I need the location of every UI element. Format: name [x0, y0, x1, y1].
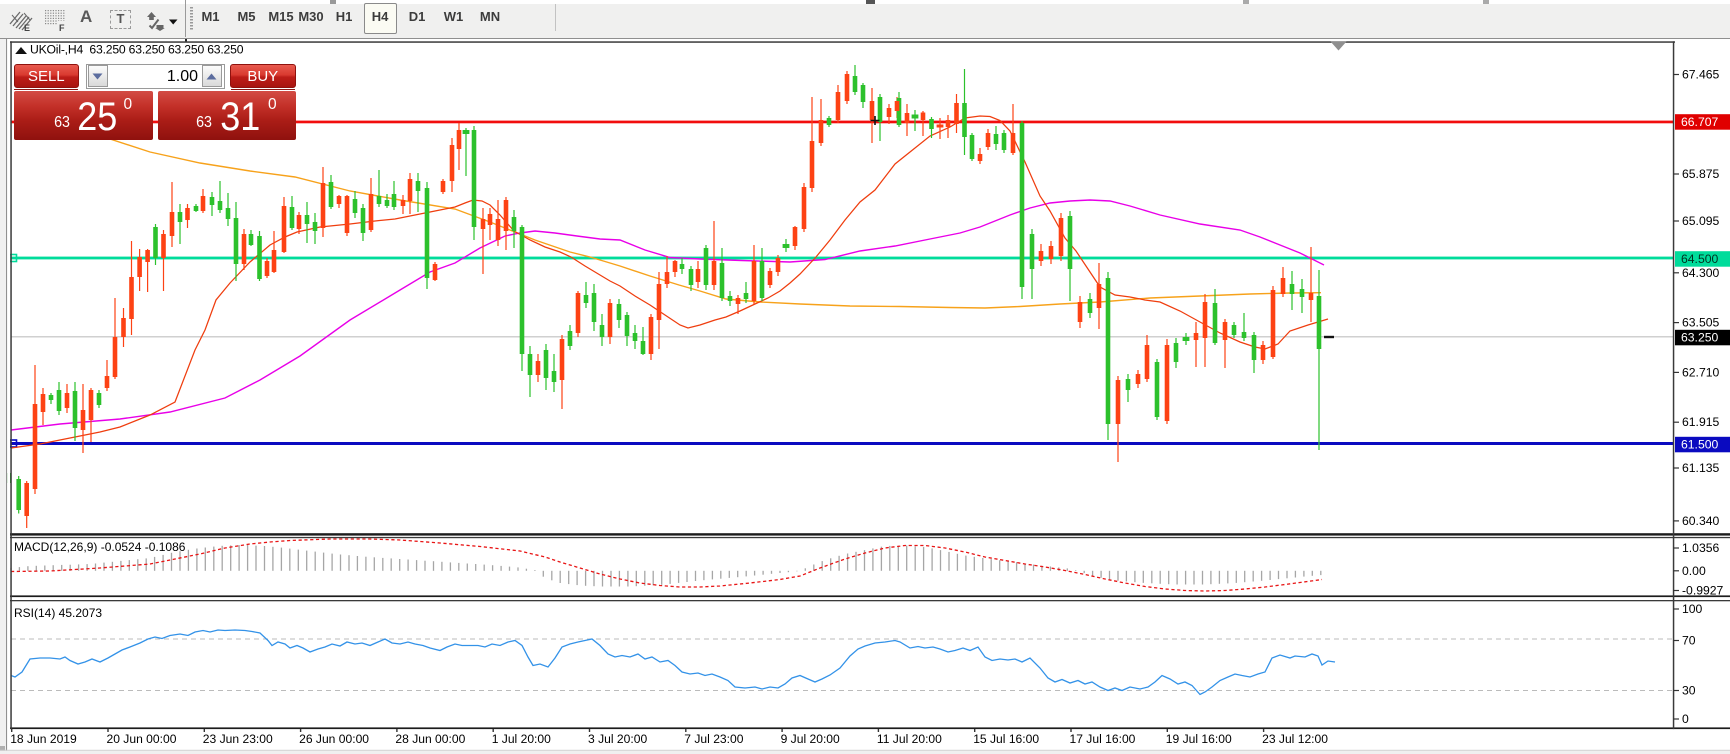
svg-text:18 Jun 2019: 18 Jun 2019 — [10, 732, 77, 746]
svg-text:60.340: 60.340 — [1682, 514, 1719, 528]
svg-text:1 Jul 20:00: 1 Jul 20:00 — [492, 732, 551, 746]
svg-text:15 Jul 16:00: 15 Jul 16:00 — [973, 732, 1039, 746]
svg-text:66.707: 66.707 — [1681, 115, 1718, 129]
svg-text:62.710: 62.710 — [1682, 365, 1719, 379]
svg-text:26 Jun 00:00: 26 Jun 00:00 — [299, 732, 369, 746]
svg-text:17 Jul 16:00: 17 Jul 16:00 — [1070, 732, 1136, 746]
svg-text:11 Jul 20:00: 11 Jul 20:00 — [877, 732, 942, 746]
svg-text:61.135: 61.135 — [1682, 461, 1719, 475]
svg-text:67.465: 67.465 — [1682, 68, 1719, 82]
svg-text:65.875: 65.875 — [1682, 167, 1719, 181]
svg-text:MACD(12,26,9) -0.0524 -0.1086: MACD(12,26,9) -0.0524 -0.1086 — [14, 540, 186, 554]
svg-text:19 Jul 16:00: 19 Jul 16:00 — [1166, 732, 1232, 746]
svg-text:F: F — [59, 23, 65, 32]
svg-text:61.915: 61.915 — [1682, 415, 1719, 429]
svg-text:9 Jul 20:00: 9 Jul 20:00 — [781, 732, 840, 746]
svg-text:RSI(14) 45.2073: RSI(14) 45.2073 — [14, 606, 102, 620]
svg-text:63.505: 63.505 — [1682, 316, 1719, 330]
svg-text:20 Jun 00:00: 20 Jun 00:00 — [107, 732, 177, 746]
svg-text:64.300: 64.300 — [1682, 266, 1719, 280]
svg-text:0: 0 — [1682, 712, 1689, 726]
svg-text:E: E — [24, 23, 30, 32]
svg-text:70: 70 — [1682, 634, 1696, 648]
svg-text:23 Jun 23:00: 23 Jun 23:00 — [203, 732, 273, 746]
svg-text:28 Jun 00:00: 28 Jun 00:00 — [395, 732, 465, 746]
svg-text:64.500: 64.500 — [1681, 252, 1718, 266]
svg-text:23 Jul 12:00: 23 Jul 12:00 — [1262, 732, 1328, 746]
svg-text:3 Jul 20:00: 3 Jul 20:00 — [588, 732, 647, 746]
svg-text:30: 30 — [1682, 684, 1696, 698]
svg-text:100: 100 — [1682, 602, 1703, 616]
svg-text:7 Jul 23:00: 7 Jul 23:00 — [684, 732, 743, 746]
svg-text:61.500: 61.500 — [1681, 438, 1718, 452]
svg-text:0.00: 0.00 — [1682, 564, 1706, 578]
svg-text:UKOil-,H4 63.250 63.250 63.25: UKOil-,H4 63.250 63.250 63.250 63.250 — [30, 43, 244, 57]
svg-text:1.0356: 1.0356 — [1682, 541, 1719, 555]
svg-text:63.250: 63.250 — [1681, 331, 1718, 345]
svg-text:-0.9927: -0.9927 — [1682, 584, 1724, 598]
svg-text:65.095: 65.095 — [1682, 214, 1719, 228]
